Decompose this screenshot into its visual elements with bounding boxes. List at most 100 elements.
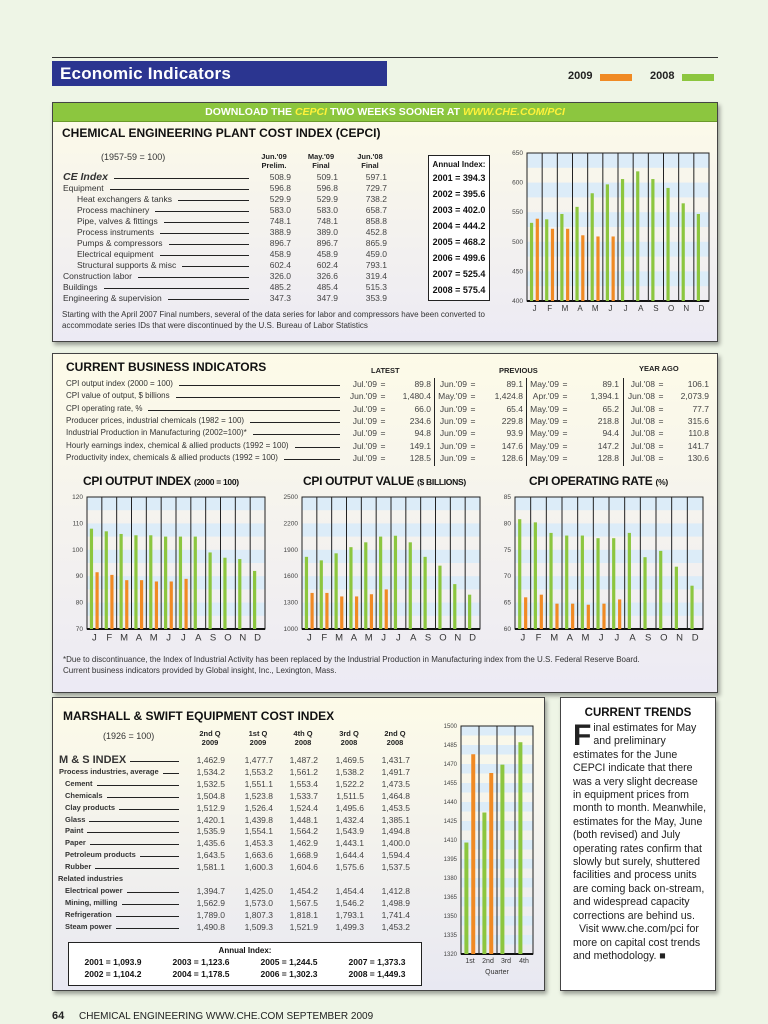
end-mark-icon: ■ [659,949,666,962]
value-cell: 94.4 [602,428,619,439]
bar-2009 [139,580,144,629]
leader-line [87,832,179,834]
value-cell: 89.8 [414,379,431,389]
ms-annual-box: Annual Index: 2001 = 1,093.9 2003 = 1,123… [68,942,422,986]
leader-line [137,277,249,278]
row-label: CPI output index (2000 = 100) [66,379,173,388]
table-cell: 1,793.1 [335,909,364,920]
table-cell: 793.1 [365,260,387,270]
value-cell: 89.1 [602,379,619,389]
cbi-notes: *Due to discontinuance, the Index of Ind… [63,654,713,676]
date-cell: Jun.'09 [439,415,467,426]
table-row-label: CPI operating rate, % [66,404,342,414]
annual-list: 2001 = 1,093.9 2003 = 1,123.6 2005 = 1,244… [69,957,421,979]
column-header: 3rd Q 2008 [332,729,366,747]
value-cell: 229.8 [501,415,523,426]
table-cell: 729.7 [365,183,387,193]
leader-line [159,255,249,256]
table-row-label: Rubber [65,862,181,872]
download-banner[interactable]: DOWNLOAD THE CEPCI TWO WEEKS SOONER AT W… [53,103,717,122]
legend-2009: 2009 [568,70,632,82]
date-cell: Jun.'08 [627,391,655,402]
drop-cap: F [573,719,592,752]
x-tick-label: M [562,304,569,313]
table-cell: 1,521.9 [289,921,318,932]
value-cell: 141.7 [687,440,709,451]
x-tick-label: A [638,304,644,313]
table-cell: 1,523.8 [244,790,273,801]
y-tick-label: 1440 [444,800,458,806]
leader-line [178,385,340,386]
y-tick-label: 110 [73,520,84,527]
value-cell: 2,073.9 [680,391,709,402]
column-header-line2: 2008 [386,738,404,747]
date-cell: May.'09 [530,452,559,463]
y-tick-label: 1335 [444,933,458,939]
x-tick-label: J [396,633,401,644]
table-row-label: Mining, milling [65,898,181,908]
column-header-line1: 3rd Q [339,729,359,738]
table-row-label: Pumps & compressors [77,238,251,248]
chart-title-output-value: CPI OUTPUT VALUE ($ BILLIONS) [303,474,466,488]
table-cell: 1,524.4 [289,802,318,813]
value-cell: 65.2 [602,403,619,414]
table-cell: 1,575.6 [335,862,364,873]
table-cell: 326.6 [316,271,338,281]
column-header-line1: May.'09 [307,152,335,161]
table-cell: 1,789.0 [196,909,225,920]
y-tick-label: 450 [512,268,523,275]
x-tick-label: J [520,633,525,644]
leader-line [89,820,179,822]
banner-link[interactable]: WWW.CHE.COM/PCI [462,106,565,118]
table-cell: 748.1 [316,216,338,226]
cbi-note-2: Current business indicators provided by … [63,666,337,675]
column-header-line2: Prelim. [261,161,287,170]
bar-2008 [590,193,594,301]
x-tick-label: A [195,633,202,644]
table-cell: 1,453.5 [381,802,410,813]
row-label: Petroleum products [65,850,136,860]
row-label: Rubber [65,862,92,872]
date-cell: Jul.'08 [630,403,655,414]
table-cell: 602.4 [316,260,338,270]
equals-sign: = [380,415,386,426]
equals-sign: = [470,428,476,439]
column-divider [526,378,527,466]
equals-sign: = [562,379,568,389]
x-tick-label: S [425,633,431,644]
table-cell: 1,600.3 [244,862,273,873]
bar-2008 [500,764,505,954]
bar-2008 [659,550,663,629]
table-cell: 1,741.4 [381,909,410,920]
x-tick-label: D [469,633,476,644]
x-tick-label: J [166,633,171,644]
x-tick-label: M [120,633,128,644]
table-row-label: Chemicals [65,791,181,801]
legend-swatch-green [682,74,714,81]
bar-2008 [681,203,685,301]
table-cell: 1,522.2 [335,778,364,789]
table-cell: 1,509.3 [244,921,273,932]
table-cell: 1,432.4 [335,814,364,825]
row-label: Productivity index, chemicals & allied p… [66,452,278,462]
table-cell: 1,494.8 [381,826,410,837]
chart-subtitle: ($ BILLIONS) [417,477,466,487]
table-cell: 389.0 [316,227,338,237]
table-cell: 738.2 [365,194,387,204]
table-cell: 1,643.5 [196,850,225,861]
y-tick-label: 1395 [444,857,458,863]
bar-2008 [565,535,569,629]
value-cell: 315.6 [687,415,709,426]
table-cell: 452.8 [365,227,387,237]
column-header-line2: 2009 [201,738,219,747]
trends-link-text[interactable]: Visit www.che.com/pci for more on capita… [573,923,701,962]
bar-2008 [393,535,398,629]
table-row-label: Hourly earnings index, chemical & allied… [66,441,342,451]
table-cell: 1,462.9 [289,838,318,849]
annual-value: 2003 = 402.0 [432,205,486,215]
table-cell: 896.7 [269,238,291,248]
table-row-label: Refrigeration [65,910,181,920]
row-label: Glass [65,814,86,824]
table-cell: 1,499.3 [335,921,364,932]
